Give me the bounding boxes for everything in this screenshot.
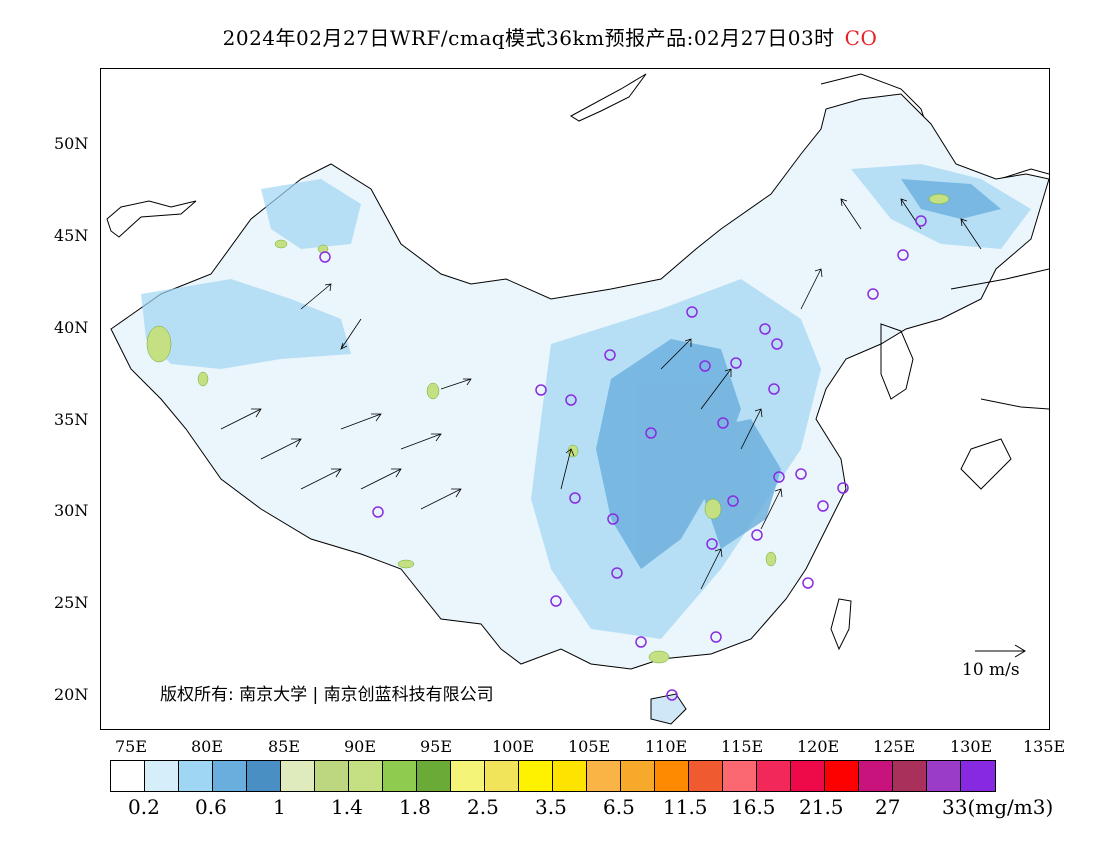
legend-swatch-3 <box>213 761 247 791</box>
legend-label-33: 33(mg/m3) <box>942 795 1054 819</box>
legend-swatch-17 <box>689 761 723 791</box>
legend-label-1-8: 1.8 <box>399 795 431 819</box>
legend-label-2-5: 2.5 <box>467 795 499 819</box>
lon-label-100e: 100E <box>492 737 535 756</box>
lon-label-110e: 110E <box>645 737 688 756</box>
title-main: 2024年02月27日WRF/cmaq模式36km预报产品:02月27日03时 <box>222 26 835 50</box>
map-title: 2024年02月27日WRF/cmaq模式36km预报产品:02月27日03时 C… <box>0 22 1100 51</box>
lon-label-75e: 75E <box>115 737 148 756</box>
legend-swatch-15 <box>621 761 655 791</box>
legend-label-27: 27 <box>875 795 901 819</box>
lon-label-135e: 135E <box>1023 737 1066 756</box>
lat-label-20n: 20N <box>54 685 89 704</box>
lon-label-120e: 120E <box>797 737 840 756</box>
legend-swatch-18 <box>723 761 757 791</box>
lat-label-40n: 40N <box>54 318 89 337</box>
lon-label-115e: 115E <box>721 737 764 756</box>
lat-label-50n: 50N <box>54 134 89 153</box>
legend-swatch-2 <box>179 761 213 791</box>
taiwan-island <box>830 598 852 651</box>
wind-scale-label: 10 m/s <box>962 660 1020 680</box>
legend-swatch-14 <box>587 761 621 791</box>
legend-label-0-2: 0.2 <box>128 795 160 819</box>
legend-swatch-0 <box>111 761 145 791</box>
legend-label-3-5: 3.5 <box>535 795 567 819</box>
legend-swatch-6 <box>315 761 349 791</box>
legend-swatch-10 <box>451 761 485 791</box>
legend-label-21-5: 21.5 <box>799 795 844 819</box>
legend-swatch-20 <box>791 761 825 791</box>
color-legend <box>110 760 996 792</box>
legend-swatch-21 <box>825 761 859 791</box>
legend-label-1: 1 <box>273 795 286 819</box>
map-frame <box>100 68 1050 730</box>
legend-swatch-5 <box>281 761 315 791</box>
lon-label-125e: 125E <box>873 737 916 756</box>
legend-label-1-4: 1.4 <box>331 795 363 819</box>
legend-swatch-4 <box>247 761 281 791</box>
co-concentration-map <box>106 73 1050 725</box>
lat-label-25n: 25N <box>54 593 89 612</box>
legend-swatch-19 <box>757 761 791 791</box>
legend-swatch-1 <box>145 761 179 791</box>
lat-label-35n: 35N <box>54 410 89 429</box>
lon-label-80e: 80E <box>191 737 224 756</box>
legend-swatch-24 <box>927 761 961 791</box>
co-shading-medium <box>596 179 1001 569</box>
legend-swatch-23 <box>893 761 927 791</box>
legend-label-16-5: 16.5 <box>731 795 776 819</box>
legend-swatch-22 <box>859 761 893 791</box>
species-label: CO <box>844 26 878 50</box>
lon-label-130e: 130E <box>950 737 993 756</box>
copyright-notice: 版权所有: 南京大学 | 南京创蓝科技有限公司 <box>160 685 494 705</box>
hainan-island <box>650 693 687 725</box>
lat-label-30n: 30N <box>54 501 89 520</box>
legend-label-6-5: 6.5 <box>603 795 635 819</box>
legend-label-11-5: 11.5 <box>663 795 708 819</box>
legend-label-0-6: 0.6 <box>195 795 227 819</box>
legend-swatch-11 <box>485 761 519 791</box>
legend-swatch-25 <box>961 761 995 791</box>
legend-swatch-7 <box>349 761 383 791</box>
legend-swatch-9 <box>417 761 451 791</box>
wind-scale-arrow <box>975 644 1026 658</box>
lon-label-95e: 95E <box>420 737 453 756</box>
monitoring-stations <box>319 215 927 701</box>
wind-vectors <box>220 198 982 590</box>
lon-label-90e: 90E <box>344 737 377 756</box>
korea-japan-coast <box>880 268 1050 490</box>
lat-label-45n: 45N <box>54 226 89 245</box>
legend-swatch-12 <box>519 761 553 791</box>
co-shading-high <box>146 193 950 664</box>
legend-swatch-13 <box>553 761 587 791</box>
legend-swatch-16 <box>655 761 689 791</box>
lon-label-105e: 105E <box>568 737 611 756</box>
lon-label-85e: 85E <box>268 737 301 756</box>
legend-swatch-8 <box>383 761 417 791</box>
